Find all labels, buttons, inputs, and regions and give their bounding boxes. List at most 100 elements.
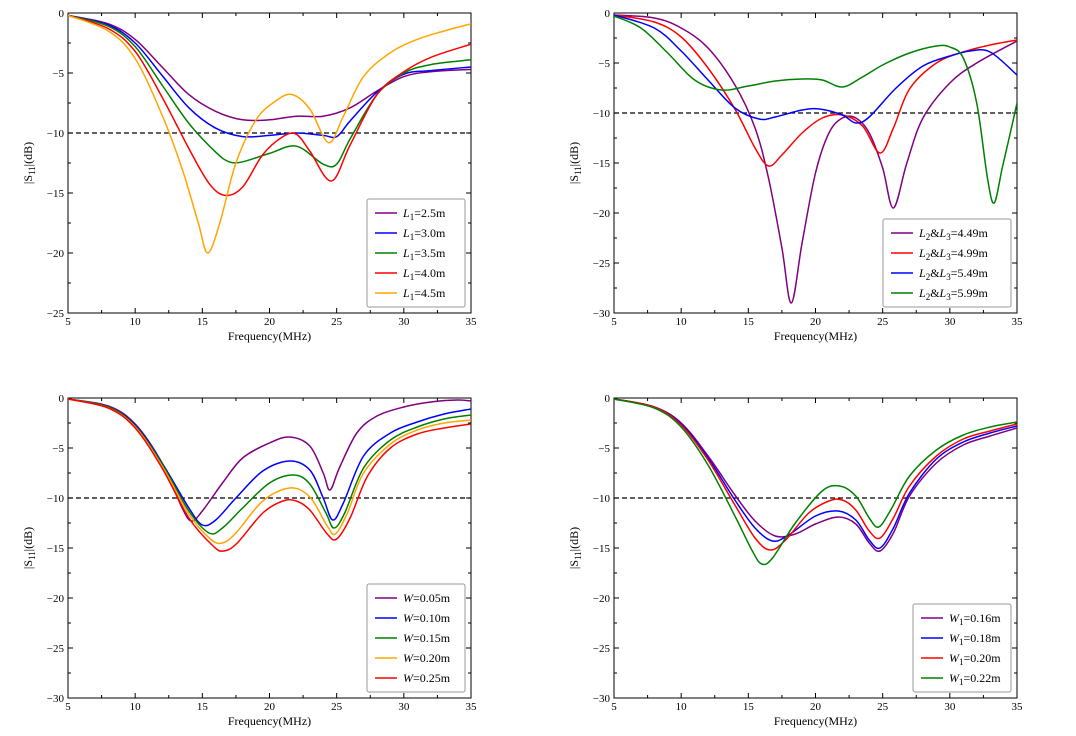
series-group — [614, 398, 1017, 566]
y-tick-label: −10 — [593, 493, 611, 505]
series-group — [614, 14, 1017, 304]
legend-box — [882, 218, 1012, 308]
y-tick-label: −5 — [598, 58, 610, 70]
legend-label: L1=2.5m — [402, 206, 446, 222]
x-tick-label: 15 — [743, 316, 755, 328]
series-line-0.05m — [68, 398, 471, 522]
x-tick-label: 30 — [944, 701, 956, 713]
y-axis-label: |S11|(dB) — [21, 527, 37, 569]
legend-label: L1=3.5m — [402, 246, 446, 262]
x-tick-label: 10 — [130, 701, 142, 713]
series-line-3.5m — [68, 14, 471, 168]
x-tick-label: 35 — [466, 701, 478, 713]
y-tick-label: −20 — [593, 208, 611, 220]
legend-label: W=0.15m — [403, 631, 451, 645]
y-tick-label: −10 — [47, 493, 65, 505]
x-tick-label: 5 — [611, 701, 617, 713]
x-axis-label: Frequency(MHz) — [774, 714, 857, 728]
x-axis-label: Frequency(MHz) — [774, 329, 857, 343]
series-line-0.25m — [68, 398, 471, 552]
x-tick-label: 35 — [1012, 701, 1024, 713]
x-tick-label: 30 — [944, 316, 956, 328]
series-line-0.10m — [68, 398, 471, 527]
series-line-4.49m — [614, 14, 1017, 304]
x-tick-label: 25 — [331, 316, 343, 328]
y-tick-label: −30 — [593, 308, 611, 320]
chart-panel-3: 5 10 15 20 25 30 35 0 −5 −10 −15 −20 −25 −30 Frequency… — [21, 393, 477, 728]
x-tick-label: 25 — [877, 316, 889, 328]
y-tick-label: −15 — [47, 188, 65, 200]
y-axis-label: |S11|(dB) — [567, 142, 583, 184]
y-tick-label: −5 — [52, 443, 64, 455]
legend: W1=0.16m W1=0.18m W1=0.20m W1=0.22m — [912, 603, 1012, 693]
x-tick-label: 15 — [743, 701, 755, 713]
chart-panel-4: 5 10 15 20 25 30 35 0 −5 −10 −15 −20 −25 −30 Frequency… — [567, 393, 1023, 728]
y-tick-label: −20 — [47, 593, 65, 605]
x-tick-label: 10 — [130, 316, 142, 328]
y-tick-label: 0 — [605, 8, 611, 20]
y-tick-label: −20 — [47, 248, 65, 260]
y-tick-label: −15 — [47, 543, 65, 555]
y-tick-label: −15 — [593, 158, 611, 170]
x-tick-label: 20 — [264, 316, 276, 328]
legend: L1=2.5m L1=3.0m L1=3.5m L1=4.0m L1=4.5m — [366, 198, 466, 308]
y-tick-label: −10 — [47, 128, 65, 140]
y-tick-label: −20 — [593, 593, 611, 605]
legend-label: L1=3.0m — [402, 226, 446, 242]
y-tick-label: −15 — [593, 543, 611, 555]
legend-label: L2&L3=5.49m — [918, 266, 988, 282]
legend-label: W1=0.22m — [949, 671, 1001, 687]
y-tick-label: −25 — [593, 643, 611, 655]
x-tick-label: 5 — [611, 316, 617, 328]
legend: L2&L3=4.49m L2&L3=4.99m L2&L3=5.49m L2&L3=5… — [882, 218, 1012, 308]
y-tick-label: 0 — [605, 393, 611, 405]
y-tick-label: −25 — [593, 258, 611, 270]
legend-label: W=0.10m — [403, 611, 451, 625]
chart-panel-1: 5 10 15 20 25 30 35 0 −5 −10 −15 −20 −25 Frequency(MH… — [21, 8, 477, 343]
series-line-0.20m — [614, 398, 1017, 551]
x-tick-label: 25 — [877, 701, 889, 713]
series-line-5.49m — [614, 14, 1017, 124]
y-tick-label: −25 — [47, 643, 65, 655]
x-tick-label: 30 — [398, 316, 410, 328]
y-tick-label: −25 — [47, 308, 65, 320]
legend-label: W=0.20m — [403, 651, 451, 665]
x-tick-label: 15 — [197, 316, 209, 328]
series-line-0.22m — [614, 398, 1017, 566]
legend-label: W1=0.20m — [949, 651, 1001, 667]
legend-label: L2&L3=4.49m — [918, 226, 988, 242]
x-tick-label: 35 — [466, 316, 478, 328]
series-line-0.16m — [614, 398, 1017, 553]
series-line-0.15m — [68, 398, 471, 535]
series-line-0.18m — [614, 398, 1017, 550]
y-tick-label: −5 — [598, 443, 610, 455]
legend-label: L1=4.5m — [402, 286, 446, 302]
legend-label: W1=0.18m — [949, 631, 1001, 647]
legend-label: L2&L3=4.99m — [918, 246, 988, 262]
y-tick-label: 0 — [59, 8, 65, 20]
x-tick-label: 10 — [676, 316, 688, 328]
series-line-0.20m — [68, 398, 471, 545]
x-axis-label: Frequency(MHz) — [228, 329, 311, 343]
x-tick-label: 20 — [810, 316, 822, 328]
legend-label: L2&L3=5.99m — [918, 286, 988, 302]
y-tick-label: −30 — [593, 693, 611, 705]
x-axis-label: Frequency(MHz) — [228, 714, 311, 728]
y-tick-label: −10 — [593, 108, 611, 120]
x-tick-label: 15 — [197, 701, 209, 713]
x-tick-label: 5 — [65, 316, 71, 328]
series-group — [68, 398, 471, 552]
series-group — [68, 14, 471, 254]
series-line-4.5m — [68, 14, 471, 254]
y-tick-label: 0 — [59, 393, 65, 405]
legend-label: W1=0.16m — [949, 611, 1001, 627]
y-tick-label: −5 — [52, 68, 64, 80]
x-tick-label: 10 — [676, 701, 688, 713]
y-tick-label: −30 — [47, 693, 65, 705]
x-tick-label: 35 — [1012, 316, 1024, 328]
legend-label: W=0.05m — [403, 591, 451, 605]
chart-panel-2: 5 10 15 20 25 30 35 0 −5 −10 −15 −20 −25 −30 Frequency… — [567, 8, 1023, 343]
legend-box — [366, 583, 466, 693]
y-axis-label: |S11|(dB) — [567, 527, 583, 569]
